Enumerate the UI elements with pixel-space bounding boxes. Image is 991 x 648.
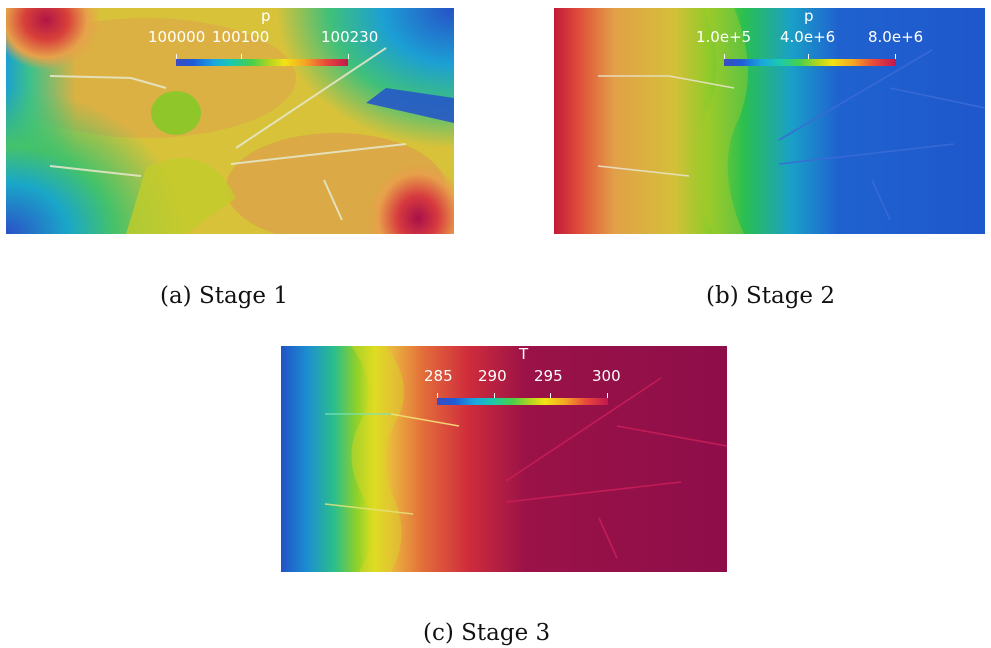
colorbar-tick-mark xyxy=(550,393,551,398)
colorbar-tick-mark xyxy=(348,54,349,59)
colorbar-tick-label: 295 xyxy=(534,367,563,385)
colorbar-tick-label: 285 xyxy=(424,367,453,385)
caption-stage-1: (a) Stage 1 xyxy=(160,283,288,309)
colorbar-tick-label: 1.0e+5 xyxy=(696,28,752,46)
caption-stage-2: (b) Stage 2 xyxy=(706,283,835,309)
colorbar-tick-mark xyxy=(176,54,177,59)
colorbar xyxy=(176,59,348,66)
colorbar-tick-label: 100230 xyxy=(321,28,379,46)
colorbar-tick-label: 300 xyxy=(592,367,621,385)
colorbar-title: T xyxy=(519,346,529,363)
colorbar-tick-mark xyxy=(494,393,495,398)
colorbar-tick-label: 4.0e+6 xyxy=(780,28,836,46)
panel-stage-1: p 100000 100100 100230 xyxy=(6,8,454,234)
temperature-field-plot-stage-3 xyxy=(281,346,727,572)
colorbar-tick-label: 100000 xyxy=(148,28,206,46)
colorbar-tick-label: 8.0e+6 xyxy=(868,28,924,46)
colorbar-tick-label: 100100 xyxy=(212,28,270,46)
colorbar-title: p xyxy=(804,8,814,25)
colorbar-tick-mark xyxy=(607,393,608,398)
caption-stage-3: (c) Stage 3 xyxy=(423,620,551,646)
colorbar-tick-mark xyxy=(808,54,809,59)
colorbar-title: p xyxy=(261,8,271,25)
colorbar-tick-mark xyxy=(437,393,438,398)
pressure-field-plot-stage-1 xyxy=(6,8,454,234)
colorbar-tick-mark xyxy=(724,54,725,59)
panel-stage-2: p 1.0e+5 4.0e+6 8.0e+6 xyxy=(554,8,985,234)
panel-stage-3: T 285 290 295 300 xyxy=(281,346,727,572)
colorbar xyxy=(724,59,896,66)
colorbar-tick-mark xyxy=(241,54,242,59)
colorbar-tick-mark xyxy=(895,54,896,59)
colorbar-tick-label: 290 xyxy=(478,367,507,385)
colorbar xyxy=(437,398,608,405)
